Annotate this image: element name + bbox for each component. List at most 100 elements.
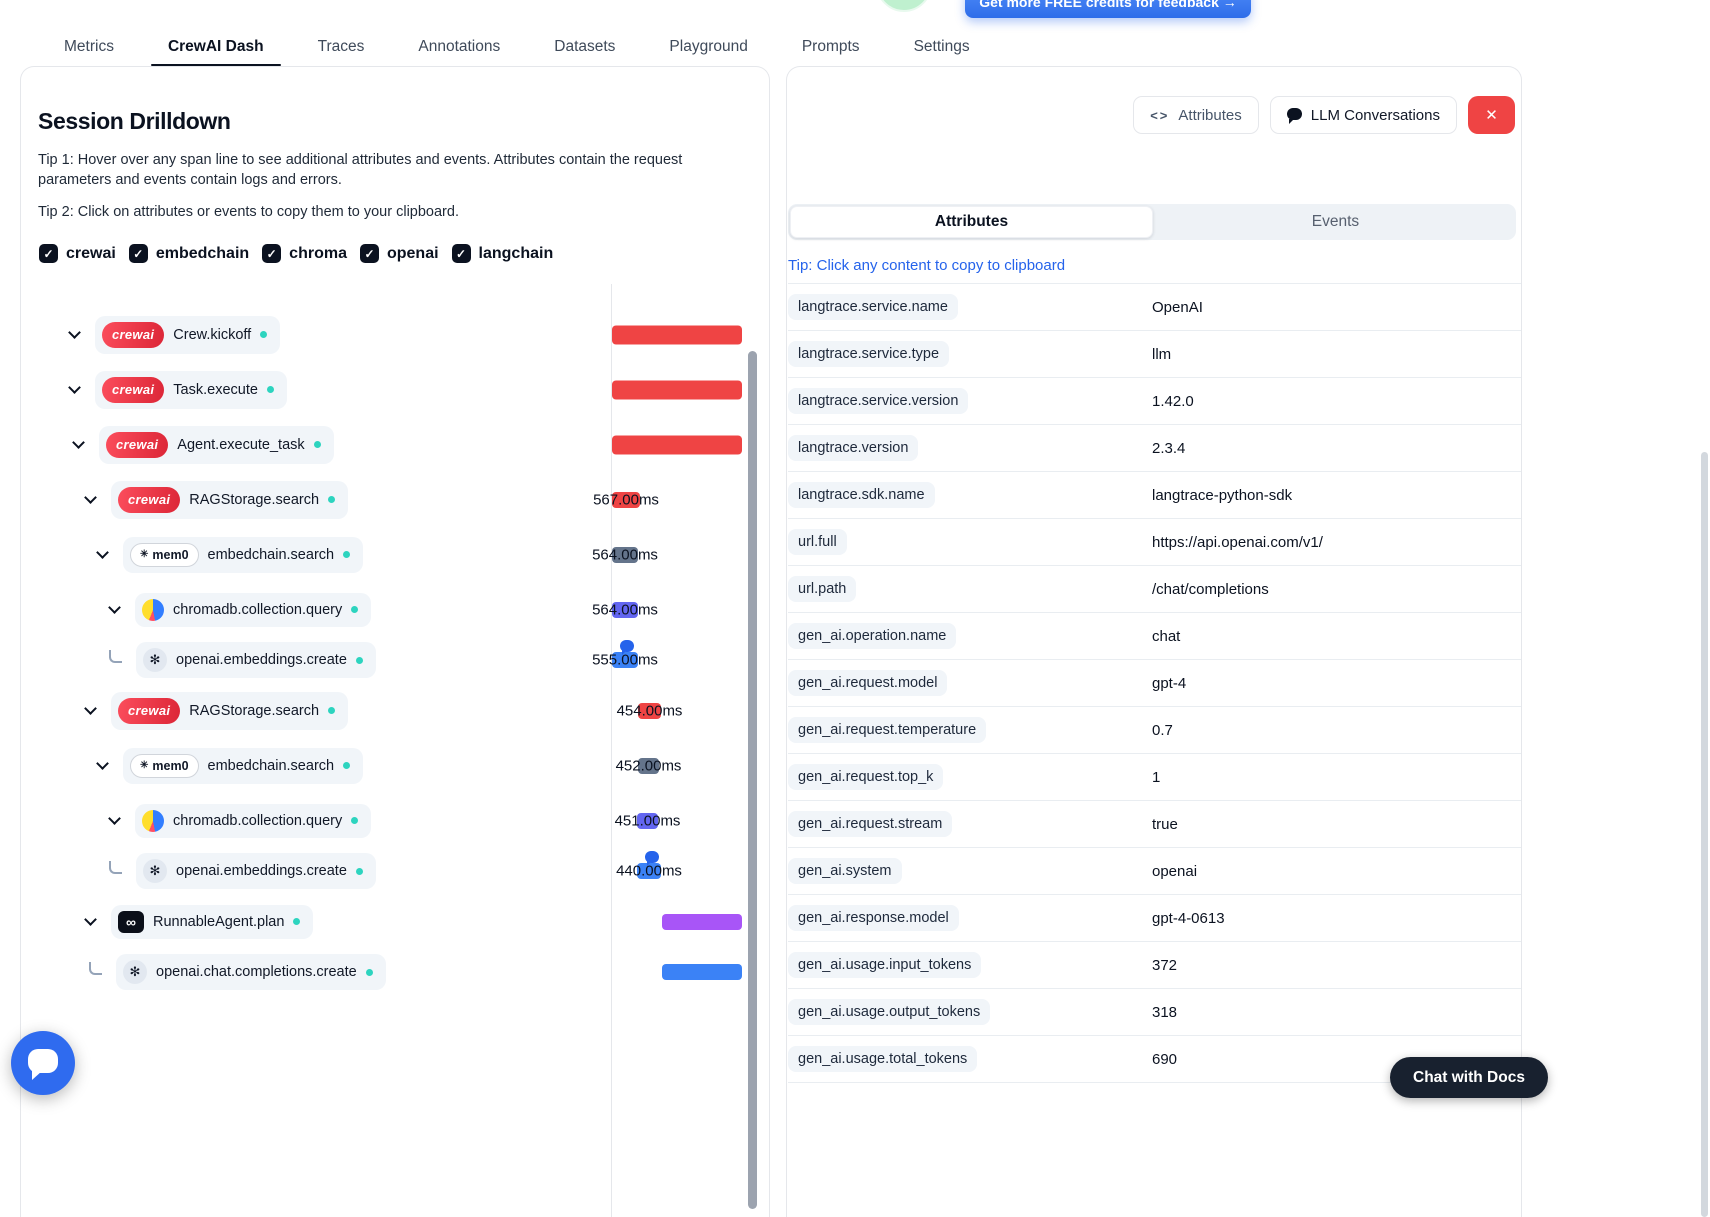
tab-metrics[interactable]: Metrics [64, 38, 114, 55]
span-duration-bar[interactable] [612, 380, 742, 399]
span-pill[interactable]: crewai RAGStorage.search [111, 480, 349, 519]
page-scrollbar[interactable] [1701, 452, 1708, 1217]
attribute-value[interactable]: https://api.openai.com/v1/ [1152, 533, 1323, 551]
attribute-key[interactable]: gen_ai.request.top_k [788, 764, 944, 790]
span-duration-bar[interactable] [638, 757, 659, 774]
attribute-key[interactable]: gen_ai.usage.input_tokens [788, 952, 982, 978]
span-row[interactable]: ✻ openai.embeddings.create 555.00ms [21, 637, 769, 683]
filter-checkbox[interactable]: ✓ [39, 244, 58, 263]
chevron-down-icon[interactable] [84, 491, 97, 504]
tab-crewai-dash[interactable]: CrewAI Dash [151, 38, 281, 66]
attribute-key[interactable]: gen_ai.request.model [788, 670, 948, 696]
attribute-key[interactable]: langtrace.service.type [788, 341, 950, 367]
span-pill[interactable]: crewai Task.execute [95, 370, 287, 409]
attribute-key[interactable]: url.path [788, 576, 857, 602]
span-row[interactable]: crewai Task.execute [21, 362, 769, 417]
attribute-value[interactable]: langtrace-python-sdk [1152, 486, 1293, 504]
attribute-value[interactable]: gpt-4-0613 [1152, 909, 1225, 927]
attribute-value[interactable]: true [1152, 815, 1178, 833]
attribute-key[interactable]: gen_ai.system [788, 858, 902, 884]
attribute-key[interactable]: langtrace.service.name [788, 294, 958, 320]
span-pill[interactable]: ✻ openai.chat.completions.create [116, 954, 386, 990]
credits-button[interactable]: Get more FREE credits for feedback → [965, 0, 1251, 18]
attribute-value[interactable]: 1.42.0 [1152, 392, 1194, 410]
span-duration-bar[interactable] [612, 601, 638, 618]
tab-datasets[interactable]: Datasets [554, 38, 616, 55]
chat-with-docs-button[interactable]: Chat with Docs [1390, 1057, 1548, 1098]
span-row[interactable]: crewai RAGStorage.search 454.00ms [21, 683, 769, 738]
attributes-toggle-button[interactable]: <> Attributes [1133, 96, 1259, 134]
span-pill[interactable]: crewai Agent.execute_task [99, 425, 334, 464]
filter-checkbox[interactable]: ✓ [451, 244, 471, 263]
avatar[interactable] [876, 0, 932, 12]
tab-traces[interactable]: Traces [317, 38, 365, 55]
chevron-down-icon[interactable] [84, 702, 97, 715]
llm-conversations-button[interactable]: LLM Conversations [1269, 96, 1457, 134]
tab-attributes[interactable]: Attributes [790, 206, 1153, 238]
span-row[interactable]: ✻ openai.chat.completions.create [21, 949, 769, 995]
span-duration-bar[interactable] [612, 435, 742, 454]
span-pill[interactable]: crewai Crew.kickoff [95, 315, 281, 354]
span-duration-bar[interactable] [612, 546, 638, 563]
tab-prompts[interactable]: Prompts [801, 38, 860, 55]
attribute-key[interactable]: url.full [788, 529, 847, 555]
attribute-value[interactable]: openai [1152, 862, 1198, 880]
span-duration-bar[interactable] [637, 812, 658, 829]
attribute-key[interactable]: gen_ai.request.temperature [788, 717, 987, 743]
span-pill[interactable]: ✳ mem0 embedchain.search [123, 747, 364, 784]
attribute-value[interactable]: chat [1152, 627, 1181, 645]
chevron-down-icon[interactable] [96, 757, 109, 770]
span-pill[interactable]: chromadb.collection.query [135, 592, 372, 627]
span-duration-bar[interactable] [612, 491, 640, 508]
span-pill[interactable]: ✻ openai.embeddings.create [136, 642, 376, 678]
span-duration-bar[interactable] [612, 652, 638, 668]
span-duration-bar[interactable] [662, 964, 742, 980]
attribute-value[interactable]: 372 [1152, 956, 1178, 974]
chevron-down-icon[interactable] [68, 326, 81, 339]
copy-tip-link[interactable]: Tip: Click any content to copy to clipbo… [788, 257, 1066, 274]
chevron-down-icon[interactable] [72, 436, 85, 449]
attribute-key[interactable]: gen_ai.operation.name [788, 623, 957, 649]
span-duration-bar[interactable] [638, 702, 661, 719]
span-row[interactable]: chromadb.collection.query 564.00ms [21, 582, 769, 637]
span-row[interactable]: crewai Agent.execute_task [21, 417, 769, 472]
span-row[interactable]: ∞ RunnableAgent.plan [21, 894, 769, 949]
span-row[interactable]: crewai RAGStorage.search 567.00ms [21, 472, 769, 527]
chevron-down-icon[interactable] [68, 381, 81, 394]
span-row[interactable]: ✻ openai.embeddings.create 440.00ms [21, 848, 769, 894]
attribute-value[interactable]: 318 [1152, 1003, 1178, 1021]
chevron-down-icon[interactable] [84, 913, 97, 926]
span-pill[interactable]: crewai RAGStorage.search [111, 691, 349, 730]
span-row[interactable]: ✳ mem0 embedchain.search 564.00ms [21, 527, 769, 582]
attribute-key[interactable]: langtrace.service.version [788, 388, 969, 414]
tab-settings[interactable]: Settings [913, 38, 970, 55]
span-pill[interactable]: ✳ mem0 embedchain.search [123, 536, 364, 573]
filter-checkbox[interactable]: ✓ [262, 244, 282, 263]
span-duration-bar[interactable] [612, 325, 742, 344]
filter-checkbox[interactable]: ✓ [359, 244, 379, 263]
attribute-value[interactable]: 690 [1152, 1050, 1178, 1068]
chevron-down-icon[interactable] [96, 546, 109, 559]
span-pill[interactable]: ✻ openai.embeddings.create [136, 853, 376, 889]
attribute-value[interactable]: 0.7 [1152, 721, 1173, 739]
attribute-key[interactable]: gen_ai.usage.output_tokens [788, 999, 991, 1025]
attribute-key[interactable]: langtrace.version [788, 435, 919, 461]
attribute-value[interactable]: /chat/completions [1152, 580, 1269, 598]
filter-checkbox[interactable]: ✓ [128, 244, 148, 263]
attribute-key[interactable]: gen_ai.response.model [788, 905, 959, 931]
chevron-down-icon[interactable] [108, 601, 121, 614]
attribute-key[interactable]: gen_ai.request.stream [788, 811, 953, 837]
span-row[interactable]: crewai Crew.kickoff [21, 307, 769, 362]
attribute-value[interactable]: 1 [1152, 768, 1161, 786]
span-duration-bar[interactable] [637, 863, 661, 879]
attribute-value[interactable]: llm [1152, 345, 1172, 363]
chat-widget-launcher[interactable] [11, 1031, 75, 1095]
span-pill[interactable]: chromadb.collection.query [135, 803, 372, 838]
attribute-value[interactable]: gpt-4 [1152, 674, 1187, 692]
span-row[interactable]: chromadb.collection.query 451.00ms [21, 793, 769, 848]
tab-events[interactable]: Events [1311, 213, 1360, 230]
tree-scrollbar[interactable] [748, 351, 757, 1209]
attribute-key[interactable]: gen_ai.usage.total_tokens [788, 1046, 978, 1072]
tab-playground[interactable]: Playground [669, 38, 748, 55]
tab-annotations[interactable]: Annotations [418, 38, 501, 55]
